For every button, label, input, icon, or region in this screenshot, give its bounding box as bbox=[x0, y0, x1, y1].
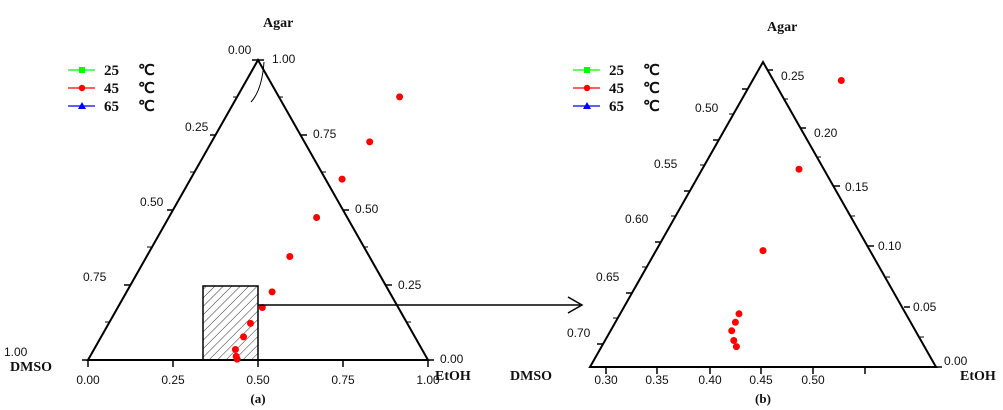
data-point bbox=[286, 253, 294, 260]
legend-temp-label: 25 bbox=[609, 63, 624, 79]
right-tick-label: 0.10 bbox=[878, 239, 902, 253]
corner-label-etoh-b: EtOH bbox=[960, 369, 996, 384]
data-point bbox=[366, 138, 374, 146]
bottom-tick-label: 1.00 bbox=[416, 373, 440, 387]
right-axis-labels-b: 0.00 0.05 0.10 0.15 0.20 0.25 bbox=[781, 69, 968, 368]
data-point bbox=[731, 318, 739, 326]
right-tick-label: 0.25 bbox=[398, 278, 422, 292]
right-tick-label: 0.05 bbox=[913, 300, 937, 314]
legend-temp-label: 65 bbox=[104, 99, 119, 115]
legend-a: 25 ℃ 45 ℃ 65 ℃ bbox=[68, 63, 155, 115]
triangle-frame-b bbox=[588, 59, 938, 368]
right-tick-label: 1.00 bbox=[272, 52, 296, 66]
data-point bbox=[240, 333, 247, 341]
left-tick-label: 0.00 bbox=[228, 43, 252, 57]
legend-temp-label: 65 bbox=[609, 99, 624, 115]
corner-label-agar-b: Agar bbox=[767, 20, 797, 35]
left-tick-label: 0.25 bbox=[185, 120, 209, 134]
right-tick-label: 0.20 bbox=[814, 126, 838, 140]
data-point bbox=[728, 327, 736, 335]
bottom-tick-label: 0.30 bbox=[594, 373, 618, 387]
legend-temp-label: 45 bbox=[609, 81, 624, 97]
legend-temp-label: 25 bbox=[104, 63, 119, 79]
left-tick-label: 0.70 bbox=[567, 326, 591, 340]
bottom-axis-ticks-a bbox=[87, 360, 429, 367]
legend-unit-label: ℃ bbox=[138, 63, 155, 79]
legend-unit-label: ℃ bbox=[643, 81, 660, 97]
corner-label-dmso-a: DMSO bbox=[10, 360, 52, 375]
legend-unit-label: ℃ bbox=[138, 81, 155, 97]
right-tick-label: 0.25 bbox=[781, 69, 805, 83]
data-point bbox=[735, 310, 743, 318]
data-point bbox=[268, 288, 276, 296]
left-axis-ticks-a bbox=[82, 59, 258, 361]
zoom-arrow bbox=[258, 296, 584, 314]
data-point bbox=[231, 346, 239, 353]
right-axis-labels-a: 0.00 0.25 0.50 0.75 1.00 bbox=[272, 52, 464, 366]
bottom-tick-label: 0.45 bbox=[749, 373, 773, 387]
bottom-tick-label: 0.75 bbox=[331, 373, 355, 387]
legend-b: 25 ℃ 45 ℃ 65 ℃ bbox=[573, 63, 660, 115]
right-tick-label: 0.00 bbox=[944, 354, 968, 368]
left-tick-label: 0.75 bbox=[83, 270, 107, 284]
data-point bbox=[338, 175, 346, 183]
right-axis-ticks-b bbox=[767, 69, 942, 368]
corner-label-dmso-b: DMSO bbox=[510, 369, 552, 384]
legend-item-45c: 45 ℃ bbox=[573, 81, 660, 97]
left-tick-label: 0.55 bbox=[654, 157, 678, 171]
left-tick-label: 1.00 bbox=[4, 345, 28, 359]
legend-unit-label: ℃ bbox=[643, 99, 660, 115]
corner-label-etoh-a: EtOH bbox=[435, 369, 471, 384]
caption-a: (a) bbox=[250, 391, 265, 406]
left-axis-labels-b: 0.70 0.65 0.60 0.55 0.50 bbox=[567, 101, 719, 340]
bottom-axis-labels-a: 0.00 0.25 0.50 0.75 1.00 bbox=[76, 373, 440, 387]
data-point bbox=[313, 214, 321, 221]
right-tick-label: 0.75 bbox=[313, 127, 337, 141]
right-axis-ticks-a bbox=[258, 59, 434, 361]
bottom-tick-label: 0.50 bbox=[246, 373, 270, 387]
left-tick-label: 0.65 bbox=[596, 270, 620, 284]
data-point bbox=[732, 343, 740, 351]
bottom-axis-ticks-b bbox=[605, 367, 866, 374]
left-tick-label: 0.60 bbox=[625, 212, 649, 226]
legend-unit-label: ℃ bbox=[138, 99, 155, 115]
legend-temp-label: 45 bbox=[104, 81, 119, 97]
left-axis-labels-a: 1.00 0.75 0.50 0.25 0.00 bbox=[4, 43, 252, 359]
legend-item-25c: 25 ℃ bbox=[573, 63, 660, 79]
data-point bbox=[247, 319, 254, 327]
left-tick-label: 0.50 bbox=[140, 195, 164, 209]
legend-unit-label: ℃ bbox=[643, 63, 660, 79]
bottom-tick-label: 0.00 bbox=[76, 373, 100, 387]
left-tick-label: 0.50 bbox=[695, 101, 719, 115]
right-tick-label: 0.15 bbox=[845, 180, 869, 194]
data-point bbox=[837, 77, 845, 84]
data-point bbox=[795, 165, 803, 173]
data-point bbox=[233, 355, 241, 363]
data-point bbox=[730, 337, 738, 344]
legend-item-25c: 25 ℃ bbox=[68, 63, 155, 79]
ternary-chart-a: Agar DMSO EtOH 0.00 0.25 0.50 0.75 1.00 bbox=[4, 16, 471, 406]
callout-line-a bbox=[250, 61, 265, 103]
corner-label-agar-a: Agar bbox=[263, 16, 293, 31]
right-tick-label: 0.50 bbox=[355, 202, 379, 216]
legend-item-65c: 65 ℃ bbox=[573, 99, 660, 115]
bottom-axis-labels-b: 0.30 0.35 0.40 0.45 0.50 bbox=[594, 373, 825, 387]
data-point bbox=[759, 247, 767, 255]
legend-item-45c: 45 ℃ bbox=[68, 81, 155, 97]
bottom-tick-label: 0.40 bbox=[698, 373, 722, 387]
data-points-b bbox=[728, 77, 845, 351]
legend-item-65c: 65 ℃ bbox=[68, 99, 155, 115]
right-tick-label: 0.00 bbox=[440, 352, 464, 366]
bottom-tick-label: 0.25 bbox=[161, 373, 185, 387]
ternary-chart-b: Agar DMSO EtOH 0.30 0.35 0.40 0.45 0.50 bbox=[510, 20, 996, 406]
bottom-tick-label: 0.35 bbox=[645, 373, 669, 387]
left-axis-ticks-b bbox=[597, 88, 748, 345]
data-points-a bbox=[231, 93, 404, 363]
bottom-tick-label: 0.50 bbox=[801, 373, 825, 387]
caption-b: (b) bbox=[755, 391, 771, 406]
data-point bbox=[396, 93, 404, 101]
